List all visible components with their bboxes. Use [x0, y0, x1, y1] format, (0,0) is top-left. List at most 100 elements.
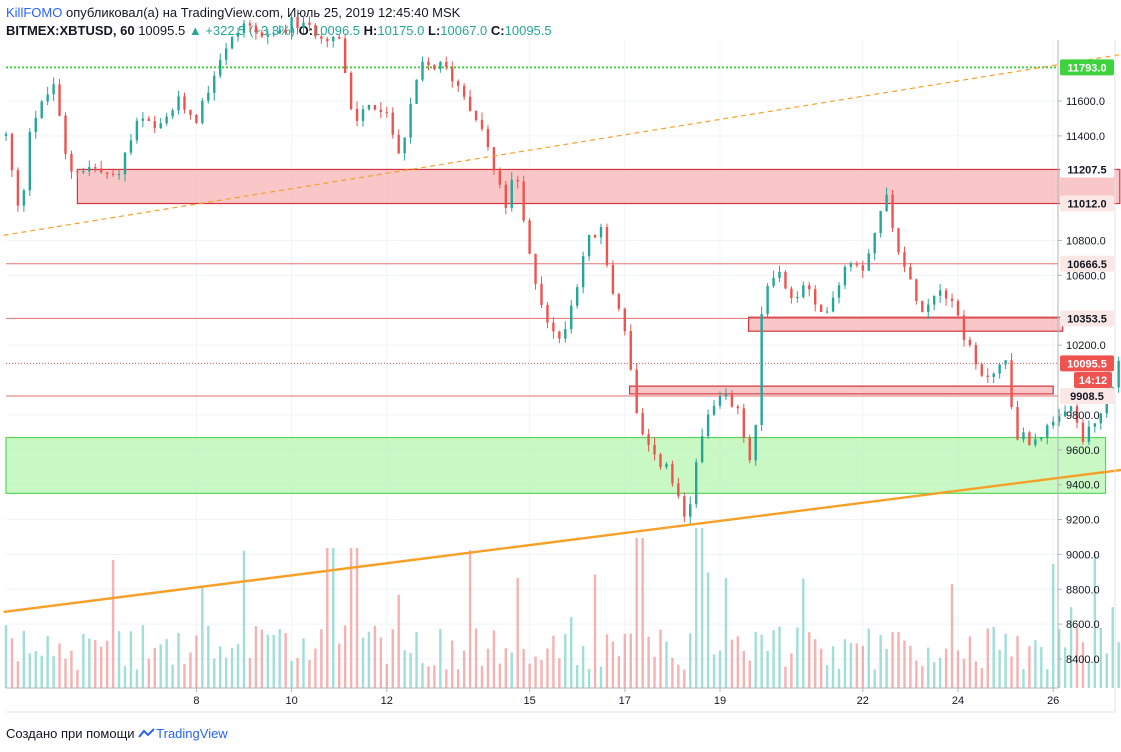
candle-body [117, 174, 121, 176]
volume-bar [343, 625, 347, 688]
candle-body [974, 345, 978, 365]
volume-bar [147, 658, 150, 688]
price-tag-label: 14:12 [1079, 375, 1107, 387]
price-tag-label: 11207.5 [1067, 164, 1106, 176]
volume-bar [861, 645, 864, 688]
candle-body [4, 133, 8, 136]
candle-body [1010, 360, 1013, 408]
volume-bar [659, 629, 662, 688]
price-tag-label: 10095.5 [1067, 358, 1107, 370]
candle-body [760, 313, 763, 425]
trendlines [3, 53, 1121, 614]
volume-bar [272, 634, 275, 688]
volume-bar [1063, 647, 1067, 688]
symbol-name[interactable]: BITMEX:XBTUSD, 60 [6, 23, 135, 38]
candle-body [1117, 360, 1120, 388]
candle-body [1022, 432, 1025, 440]
volume-bar [1075, 627, 1079, 688]
volume-bar [903, 640, 906, 688]
candle-body [915, 279, 918, 301]
volume-bar [1105, 653, 1108, 688]
volume-bar [421, 663, 424, 688]
price-tag-bg [1074, 372, 1112, 388]
price-tag-bg [1060, 161, 1114, 178]
candle-body [439, 61, 442, 70]
volume-bar [790, 653, 793, 688]
candle-body [1034, 439, 1037, 445]
candle-body [611, 265, 615, 294]
price-tick-label: 10600.0 [1066, 270, 1106, 282]
candle-body [94, 167, 97, 169]
candle-body [326, 38, 329, 42]
candle-body [445, 61, 448, 67]
price-tick-label: 10200.0 [1066, 340, 1106, 352]
candle-body [367, 105, 371, 110]
high-value: 10175.0 [377, 23, 425, 38]
volume-bar [605, 634, 609, 688]
volume-bar [665, 641, 668, 688]
trendline-solid [3, 468, 1121, 614]
candle-body [599, 227, 603, 238]
volume-bar [10, 638, 14, 688]
volume-bar [248, 657, 252, 688]
volume-bar [70, 650, 73, 688]
price-tag-bg [1060, 195, 1114, 212]
volume-bar [784, 666, 787, 688]
candle-body [903, 252, 906, 267]
volume-bar [135, 669, 139, 688]
volume-bar [593, 574, 597, 688]
candle-body [766, 286, 769, 314]
volume-bar [457, 669, 460, 688]
volume-bar [4, 625, 8, 688]
volume-bar [326, 548, 329, 688]
tradingview-brand[interactable]: TradingView [156, 726, 228, 741]
candle-body [64, 115, 67, 154]
volume-bar [814, 639, 817, 688]
up-arrow-icon: ▲ [188, 23, 202, 38]
candle-body [34, 117, 37, 132]
time-tick-label: 17 [619, 695, 631, 707]
volume-bar [510, 652, 513, 688]
tradingview-logo-icon[interactable] [138, 726, 156, 741]
volume-bar [891, 632, 894, 688]
candle-body [736, 406, 740, 409]
candle-body [605, 227, 609, 266]
candle-body [207, 92, 210, 101]
volume-bar [581, 645, 585, 688]
volume-bar [653, 656, 656, 688]
resistance-zone [747, 316, 1064, 332]
volume-bar [968, 636, 972, 688]
candle-body [534, 253, 537, 284]
low-label: L: [428, 23, 441, 38]
volume-bar [94, 640, 97, 688]
volume-bar [278, 629, 281, 688]
volume-bar [355, 548, 359, 688]
grid [6, 40, 1058, 688]
candle-body [111, 173, 115, 175]
price-tag-bg [1060, 387, 1114, 404]
candle-body [653, 444, 656, 455]
candle-body [379, 109, 383, 112]
author-link[interactable]: KillFOMO [6, 5, 63, 20]
price-tag-label: 11793.0 [1067, 62, 1106, 74]
candle-body [1046, 425, 1049, 438]
candle-body [635, 369, 638, 413]
candle-body [724, 394, 728, 397]
candle-body [879, 211, 882, 234]
created-with-text: Создано при помощи [6, 726, 135, 741]
volume-bar [587, 668, 591, 688]
volume-bar [219, 646, 222, 688]
volume-bar [409, 652, 412, 688]
volume-bar [213, 658, 216, 688]
volume-bar [379, 637, 383, 688]
candle-body [665, 463, 668, 468]
price-axis[interactable]: 8400.0 8600.0 8800.0 9000.0 9200.0 9400.0 9600… [1058, 96, 1106, 666]
candle-body [516, 179, 519, 182]
support-zone [5, 436, 1107, 494]
candle-body [189, 109, 192, 115]
plot-area[interactable] [6, 40, 1058, 688]
time-axis[interactable]: 8 10 12 15 17 19 22 24 26 [193, 688, 1059, 707]
candle-body [867, 253, 870, 271]
price-tag-bg [1060, 310, 1114, 327]
